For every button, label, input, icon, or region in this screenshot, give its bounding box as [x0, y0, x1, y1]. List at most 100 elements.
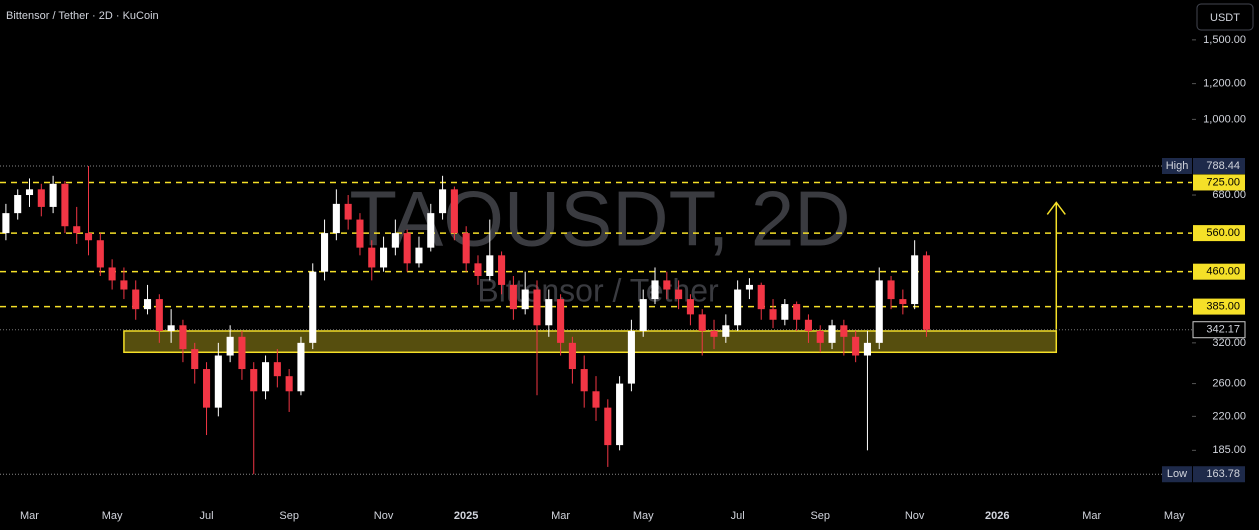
level-tag — [1193, 174, 1245, 191]
candle-body — [273, 362, 281, 377]
candle-body — [415, 247, 423, 264]
candle-body — [922, 255, 930, 330]
marker-value: 163.78 — [1206, 468, 1240, 480]
level-label: 560.00 — [1206, 227, 1240, 239]
marker-value: 788.44 — [1206, 160, 1240, 172]
level-label: 385.00 — [1206, 300, 1240, 312]
candle-body — [297, 342, 305, 392]
candle-body — [710, 330, 718, 337]
y-tick-label: 185.00 — [1212, 444, 1246, 456]
marker-tag — [1162, 158, 1192, 175]
y-tick-label: 1,000.00 — [1203, 113, 1246, 125]
level-label: 725.00 — [1206, 176, 1240, 188]
candle-body — [769, 309, 777, 320]
candle-body — [391, 233, 399, 248]
candle-body — [250, 369, 258, 392]
candle-body — [734, 289, 742, 326]
candle-body — [179, 325, 187, 350]
marker-name: High — [1166, 160, 1189, 172]
candle-body — [309, 271, 317, 343]
candle-body — [852, 336, 860, 356]
candle-body — [108, 267, 116, 281]
candle-body — [604, 407, 612, 446]
x-tick-label: Sep — [279, 510, 299, 522]
candle-body — [120, 280, 128, 290]
candle-body — [167, 325, 175, 331]
candle-body — [686, 299, 694, 315]
x-tick-label: Nov — [374, 510, 394, 522]
last-price-label: 342.17 — [1206, 324, 1240, 336]
candle-body — [202, 369, 211, 408]
candle-body — [344, 203, 352, 220]
candle-body — [191, 349, 199, 370]
candle-body — [639, 299, 647, 331]
candle-body — [238, 336, 246, 370]
candle-body — [285, 376, 293, 392]
candle-body — [25, 189, 34, 196]
candle-body — [627, 330, 635, 384]
currency-button[interactable] — [1196, 3, 1254, 31]
marker-tag — [1162, 466, 1192, 483]
candle-body — [155, 299, 163, 331]
x-tick-label: May — [633, 510, 654, 522]
candle-body — [262, 362, 270, 392]
candle-body — [226, 336, 234, 356]
candle-body — [61, 183, 69, 227]
candle-body — [675, 289, 683, 300]
candle-body — [651, 280, 659, 300]
candle-body — [911, 255, 919, 305]
arrow-head — [1046, 201, 1066, 215]
candle-body — [96, 240, 104, 268]
x-tick-label: 2026 — [985, 510, 1009, 522]
y-tick-label: 680.00 — [1212, 189, 1246, 201]
candle-body — [568, 342, 576, 370]
support-zone — [123, 330, 1058, 354]
candle-body — [427, 213, 435, 248]
candle-body — [757, 284, 765, 310]
candle-body — [462, 233, 470, 264]
candle-body — [557, 299, 565, 343]
candle-body — [474, 263, 482, 276]
candle-body — [450, 189, 458, 234]
marker-name: Low — [1167, 468, 1187, 480]
chart-title: Bittensor / Tether · 2D · KuCoin — [6, 10, 159, 22]
candle-body — [545, 299, 553, 326]
candle-body — [321, 233, 329, 272]
candle-body — [816, 330, 824, 343]
candle-body — [875, 280, 883, 343]
candle-body — [509, 284, 517, 310]
y-tick-label: 320.00 — [1212, 337, 1246, 349]
candle-body — [14, 195, 22, 214]
x-tick-label: Mar — [1082, 510, 1101, 522]
candle-body — [132, 289, 140, 310]
level-label: 460.00 — [1206, 266, 1240, 278]
candle-body — [663, 280, 671, 290]
level-tag — [1193, 225, 1245, 242]
candle-body — [73, 226, 81, 234]
candle-body — [580, 369, 588, 392]
candle-body — [214, 355, 222, 408]
candle-body — [403, 233, 411, 264]
candle-body — [368, 247, 376, 268]
candle-body — [356, 219, 364, 248]
candle-body — [698, 314, 706, 331]
candle-body — [828, 325, 836, 343]
candle-body — [521, 289, 529, 310]
candle-body — [592, 391, 600, 408]
candle-body — [745, 284, 753, 290]
x-tick-label: Nov — [905, 510, 925, 522]
marker-value-tag — [1193, 466, 1245, 483]
y-tick-label: 1,500.00 — [1203, 34, 1246, 46]
candle-body — [332, 203, 340, 234]
candle-body — [616, 383, 624, 446]
candle-body — [380, 247, 388, 268]
currency-label[interactable]: USDT — [1210, 12, 1240, 24]
level-tag — [1193, 298, 1245, 315]
candle-body — [804, 319, 812, 331]
x-tick-label: 2025 — [454, 510, 478, 522]
candle-body — [887, 280, 895, 300]
candle-body — [439, 189, 447, 214]
candle-body — [37, 189, 45, 207]
